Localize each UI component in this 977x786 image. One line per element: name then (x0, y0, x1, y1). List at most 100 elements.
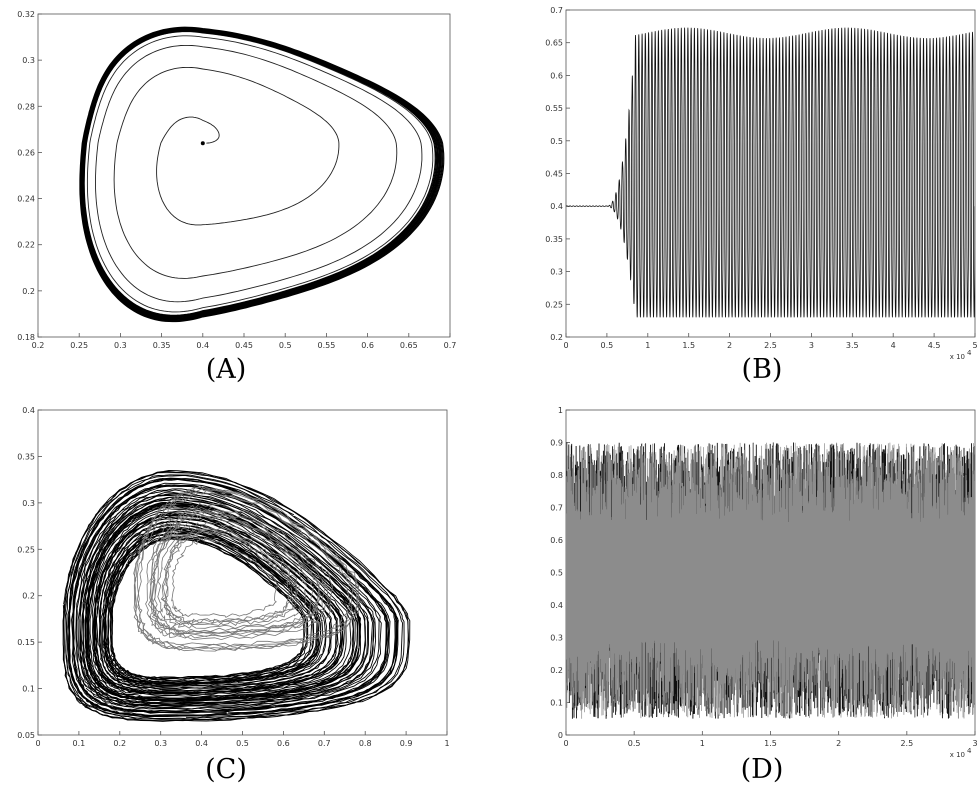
series-limit-cycle (81, 28, 440, 319)
series-attractor-trajectory (91, 510, 348, 696)
y-tick-label: 0.05 (17, 731, 35, 740)
x-tick-label: 0.4 (196, 341, 209, 350)
series-attractor-trajectory (98, 520, 333, 690)
series-attractor-inner (145, 502, 334, 641)
y-tick-label: 0.7 (550, 6, 563, 15)
x-tick-label: 2.5 (764, 341, 777, 350)
panel-label: (A) (206, 354, 247, 385)
panel-label: (D) (741, 754, 784, 785)
x-tick-label: 0.2 (113, 739, 126, 748)
series-limit-cycle (83, 30, 437, 317)
series-limit-cycle (81, 28, 441, 320)
series-attractor-inner (149, 510, 326, 638)
x-tick-label: 1 (444, 739, 449, 748)
panel-c-phase-portrait: 0 0.1 0.2 0.3 0.4 0.5 0.6 0.7 0.8 0.9 1 0.05 0.1 0.15… (17, 406, 449, 785)
series-attractor-inner (151, 511, 320, 635)
y-tick-label: 0.7 (550, 504, 563, 513)
y-tick-label: 0.18 (17, 333, 35, 342)
x-tick-label: 0 (563, 739, 568, 748)
series-attractor-trajectory (76, 489, 380, 710)
series-attractor-trajectory (89, 508, 352, 698)
series-attractor-inner (164, 530, 293, 624)
x-tick-label: 0.2 (32, 341, 45, 350)
series-attractor-inner (160, 525, 300, 626)
y-tick-label: 0.3 (550, 268, 563, 277)
series-attractor-inner (136, 490, 354, 649)
y-tick-label: 0.25 (545, 300, 563, 309)
series-attractor-inner (136, 492, 351, 647)
panel-label: (C) (205, 754, 247, 785)
x-tick-label: 0.3 (154, 739, 167, 748)
panel-b-time-series: 0 0.5 1 1.5 2 2.5 3 3.5 4 4.5 5 0.2 0.25 0.3 0.35 0.4 0.… (545, 6, 977, 385)
y-tick-label: 0.2 (22, 287, 35, 296)
series-attractor-trajectory (81, 496, 368, 705)
x-tick-label: 0.7 (444, 341, 457, 350)
x-tick-label: 0.65 (400, 341, 418, 350)
y-tick-label: 0.25 (17, 545, 35, 554)
x-tick-label: 0.5 (628, 739, 641, 748)
y-tick-label: 0.15 (17, 638, 35, 647)
series-attractor-trajectory (105, 529, 318, 685)
series-attractor-trajectory (63, 472, 410, 722)
y-tick-label: 0.26 (17, 148, 35, 157)
x-tick-label: 0.35 (153, 341, 171, 350)
y-tick-label: 0.3 (22, 499, 35, 508)
x-tick-label: 0.1 (73, 739, 86, 748)
y-tick-label: 0.4 (550, 202, 563, 211)
series-attractor-trajectory (111, 538, 305, 679)
y-tick-label: 0.24 (17, 195, 35, 204)
x-tick-label: 3.5 (846, 341, 859, 350)
series-time-oscillation (566, 27, 975, 318)
x-tick-label: 2 (727, 341, 732, 350)
series-attractor-inner (157, 521, 307, 629)
series-attractor-trajectory (110, 536, 308, 680)
x-tick-label: 1.5 (764, 739, 777, 748)
x-tick-label: 1 (645, 341, 650, 350)
y-tick-label: 0.6 (550, 71, 563, 80)
series-attractor-trajectory (88, 506, 354, 699)
y-tick-label: 0.35 (17, 452, 35, 461)
x-tick-label: 0.5 (601, 341, 614, 350)
x-tick-label: 0.55 (317, 341, 335, 350)
y-tick-label: 0.28 (17, 102, 35, 111)
x-tick-label: 0.5 (279, 341, 292, 350)
series-attractor-trajectory (79, 494, 373, 707)
x-tick-label: 0.5 (236, 739, 249, 748)
x-tick-label: 0.25 (70, 341, 88, 350)
fixed-point-marker (200, 141, 205, 146)
series-attractor-trajectory (92, 512, 344, 695)
x-multiplier-exponent: 4 (967, 349, 972, 357)
y-tick-label: 0.9 (550, 439, 563, 448)
panel-d-time-series: 0 0.5 1 1.5 2 2.5 3 0 0.1 0.2 0.3 0.4 0.5 0.6 0.7 0.8 0.… (550, 406, 977, 785)
x-tick-label: 3 (972, 739, 977, 748)
series-attractor-trajectory (65, 474, 403, 719)
y-tick-label: 0.5 (550, 569, 563, 578)
y-tick-label: 0.1 (22, 685, 35, 694)
series-limit-cycle (79, 27, 444, 322)
series-limit-cycle (80, 28, 442, 321)
y-tick-label: 0.55 (545, 104, 563, 113)
y-tick-label: 0.3 (550, 634, 563, 643)
y-tick-label: 0.22 (17, 241, 35, 250)
series-attractor-inner (151, 514, 320, 635)
x-tick-label: 1 (700, 739, 705, 748)
y-tick-label: 0.8 (550, 471, 563, 480)
x-tick-label: 0 (563, 341, 568, 350)
series-limit-cycle (82, 29, 439, 318)
series-attractor-trajectory (75, 488, 382, 710)
y-tick-label: 0.65 (545, 39, 563, 48)
series-attractor-trajectory (62, 470, 409, 722)
series-spiral-trajectory (81, 28, 441, 320)
series-chaotic-2 (566, 442, 975, 719)
x-tick-label: 1.5 (682, 341, 695, 350)
x-tick-label: 0.7 (318, 739, 331, 748)
y-tick-label: 0.45 (545, 170, 563, 179)
series-attractor-inner (154, 515, 315, 633)
x-tick-label: 0 (35, 739, 40, 748)
x-tick-label: 4.5 (928, 341, 941, 350)
plot-frame (37, 13, 451, 338)
series-attractor-inner (171, 537, 279, 618)
x-tick-label: 0.8 (359, 739, 372, 748)
panel-a-phase-portrait: 0.2 0.25 0.3 0.35 0.4 0.45 0.5 0.55 0.6 0.65 0.7 0.… (17, 10, 456, 385)
